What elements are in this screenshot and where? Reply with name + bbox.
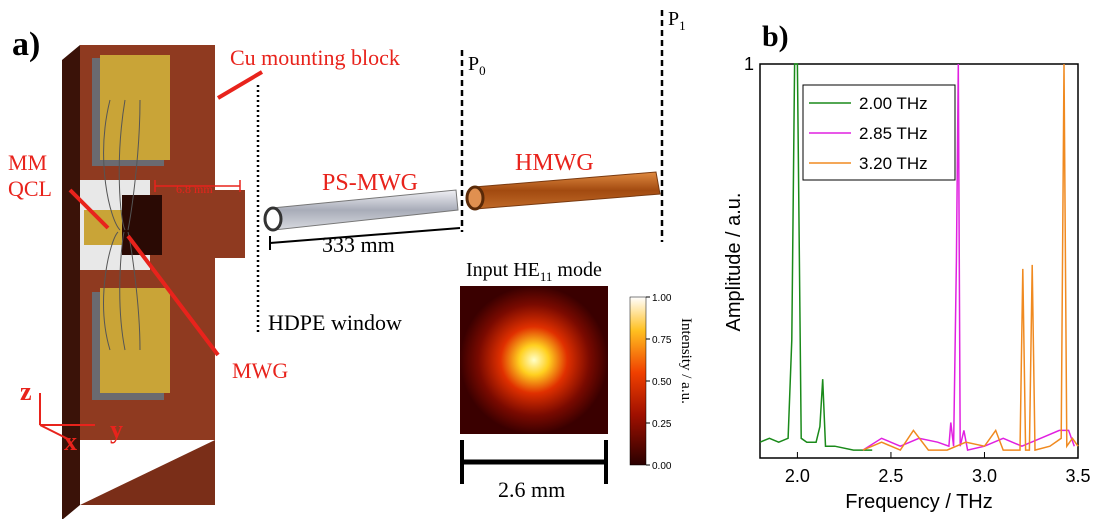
block-label: Cu mounting block <box>230 45 400 70</box>
colorbar-tick-label: 0.25 <box>652 419 672 430</box>
panel-label: a) <box>12 26 40 63</box>
window-label: HDPE window <box>268 310 402 335</box>
subscript: 11 <box>540 269 553 284</box>
axis-z: z <box>20 377 32 406</box>
ps-mwg-label: PS-MWG <box>322 170 418 196</box>
panel-a-text: a) Cu mounting block MM QCL 6.8 mm PS-MW… <box>8 8 694 502</box>
plane-label: P1 <box>668 8 686 33</box>
x-tick-label: 3.5 <box>1065 466 1090 486</box>
colorbar-tick-label: 0.50 <box>652 377 672 388</box>
mode-label: Input HE11 mode <box>466 259 602 284</box>
mwg-label: MWG <box>232 358 288 383</box>
colorbar-tick-label: 1.00 <box>652 293 672 304</box>
qcl-label: QCL <box>8 176 52 201</box>
waveguides <box>263 171 661 250</box>
x-axis-label: Frequency / THz <box>845 491 992 513</box>
scale-label: 2.6 mm <box>498 477 565 502</box>
colorbar-tick-label: 0.75 <box>652 335 672 346</box>
y-axis-label: Amplitude / a.u. <box>723 193 745 332</box>
colorbar-tick-label: 0.00 <box>652 461 672 472</box>
y-tick-label: 1 <box>744 54 754 74</box>
subscript: 0 <box>479 63 486 78</box>
label-text: P <box>468 53 479 75</box>
axis-x: x <box>64 427 77 456</box>
annotation-arrows <box>39 70 264 441</box>
legend-label: 2.85 THz <box>859 124 928 143</box>
x-tick-label: 2.5 <box>878 466 903 486</box>
spectrum-line <box>862 63 1079 452</box>
gap-label: 6.8 mm <box>176 182 213 196</box>
hmwg-label: HMWG <box>515 150 594 176</box>
planes <box>256 10 664 335</box>
length-label: 333 mm <box>322 232 395 257</box>
spectrum-line <box>862 63 1076 452</box>
colorbar-title: Intensity / a.u. <box>678 318 694 404</box>
label-text: mode <box>552 259 602 281</box>
spectrum-line <box>759 63 873 451</box>
label-text: P <box>668 8 679 30</box>
legend-label: 3.20 THz <box>859 154 928 173</box>
x-tick-label: 3.0 <box>972 466 997 486</box>
qcl-label: MM <box>8 150 47 175</box>
legend-label: 2.00 THz <box>859 94 928 113</box>
x-tick-label: 2.0 <box>785 466 810 486</box>
label-text: Input HE <box>466 259 540 281</box>
axis-y: y <box>110 415 123 444</box>
subscript: 1 <box>679 18 686 33</box>
plane-label: P0 <box>468 53 486 78</box>
plot-frame <box>759 63 1079 459</box>
panel-label: b) <box>762 20 789 53</box>
spectrum-chart: b) Frequency / THz Amplitude / a.u. 2.0 2… <box>723 20 1091 513</box>
mounting-block <box>62 45 245 519</box>
mode-map <box>460 286 647 484</box>
